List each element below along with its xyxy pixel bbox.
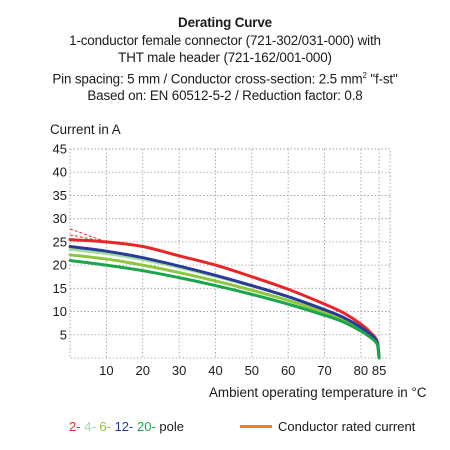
x-tick-label: 20 — [135, 363, 149, 378]
rated-current-label: Conductor rated current — [278, 419, 416, 434]
legend-pole-4: 4- — [84, 419, 96, 434]
y-tick-label: 15 — [53, 281, 67, 296]
y-tick-label: 40 — [53, 165, 67, 180]
chart-subtitle-4: Based on: EN 60512-5-2 / Reduction facto… — [87, 88, 363, 104]
series-line-2-pole — [68, 238, 381, 360]
rated-current-swatch — [240, 425, 272, 429]
legend-pole-6: 6- — [99, 419, 111, 434]
series-line-12-pole — [68, 245, 381, 360]
legend-pole-12: 12- — [114, 419, 134, 434]
y-tick-label: 20 — [53, 258, 67, 273]
x-tick-label: 70 — [317, 363, 331, 378]
x-tick-label: 30 — [172, 363, 186, 378]
dashed-extension-line — [69, 228, 107, 243]
x-tick-label: 80 — [354, 363, 368, 378]
x-tick-label: 50 — [245, 363, 259, 378]
x-tick-label: 60 — [281, 363, 295, 378]
y-axis-label: Current in A — [50, 122, 121, 137]
legend-pole-2: 2- — [69, 419, 81, 434]
series-line-20-pole — [68, 258, 381, 360]
x-tick-label: 10 — [99, 363, 113, 378]
legend-pole-20: 20- — [136, 419, 156, 434]
chart-subtitle-1: 1-conductor female connector (721-302/03… — [69, 32, 381, 48]
y-tick-labels: 5 10 15 20 25 30 35 40 45 — [53, 142, 67, 343]
x-tick-label: 85 — [372, 363, 386, 378]
grid — [69, 148, 391, 359]
y-tick-label: 25 — [53, 234, 67, 249]
chart-subtitle-3: Pin spacing: 5 mm / Conductor cross-sect… — [52, 70, 398, 86]
y-tick-label: 5 — [60, 327, 67, 342]
chart-title-block: Derating Curve 1-conductor female connec… — [0, 14, 450, 105]
chart-subtitle-2: THT male header (721-162/001-000) — [118, 50, 332, 65]
series-lines — [68, 238, 381, 360]
x-axis-label: Ambient operating temperature in °C — [209, 385, 427, 400]
legend-pole-suffix: pole — [159, 419, 184, 434]
rated-current-legend: Conductor rated current — [240, 419, 415, 434]
y-tick-label: 10 — [53, 304, 67, 319]
chart-title: Derating Curve — [178, 15, 272, 30]
pole-legend: 2- 4- 6- 12- 20- pole — [69, 419, 184, 434]
x-tick-label: 40 — [208, 363, 222, 378]
y-tick-label: 45 — [53, 142, 67, 157]
x-tick-labels: 10 20 30 40 50 60 70 80 85 — [99, 363, 386, 378]
y-tick-label: 35 — [53, 188, 67, 203]
y-tick-label: 30 — [53, 211, 67, 226]
